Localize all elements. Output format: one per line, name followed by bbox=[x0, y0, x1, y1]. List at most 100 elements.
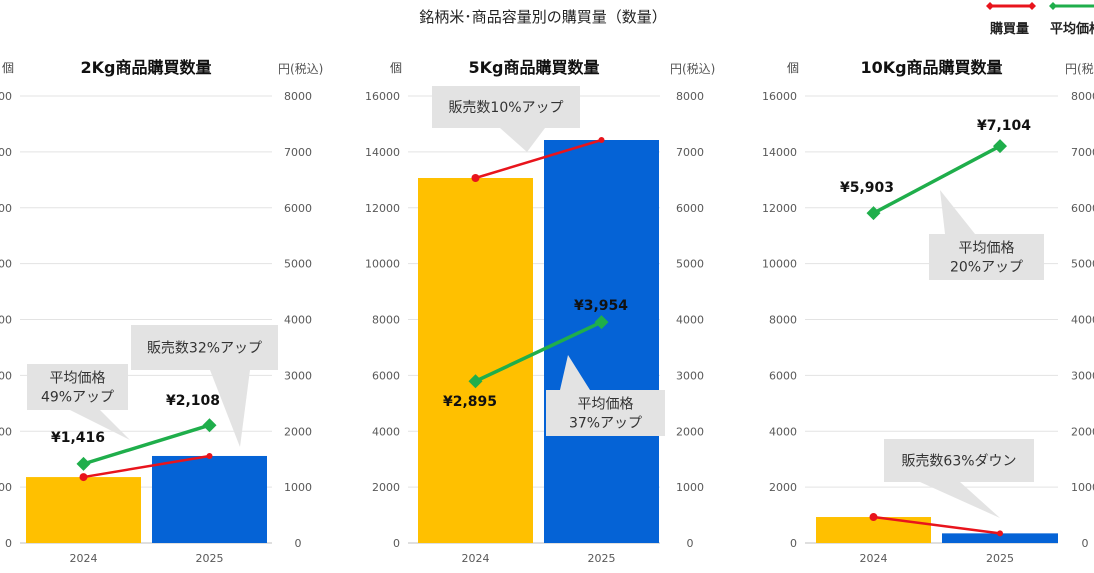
legend-label-price: 平均価格 bbox=[1050, 21, 1094, 37]
x-tick-label: 2025 bbox=[986, 552, 1014, 565]
price-data-label: ¥5,903 bbox=[840, 180, 894, 196]
right-axis-label: 円(税込) bbox=[1065, 62, 1094, 76]
price-point-2025 bbox=[993, 139, 1007, 154]
price-point-2024 bbox=[76, 456, 91, 471]
left-tick-label: 12000 bbox=[762, 202, 797, 215]
left-tick-label: 6000 bbox=[769, 369, 797, 382]
price-line bbox=[474, 320, 603, 383]
purchase-line bbox=[475, 138, 602, 180]
left-tick-label: 16000 bbox=[762, 90, 797, 103]
callout-tail bbox=[940, 190, 975, 234]
callout-text: 49%アップ bbox=[41, 390, 114, 406]
callout-box bbox=[884, 439, 1034, 482]
left-tick-label: 4000 bbox=[0, 425, 12, 438]
right-tick-label: 6000 bbox=[676, 202, 704, 215]
right-tick-label: 0 bbox=[295, 537, 302, 550]
purchase-line bbox=[83, 454, 210, 479]
right-tick-label: 1000 bbox=[1071, 481, 1094, 494]
left-tick-label: 16000 bbox=[365, 90, 400, 103]
purchase-point-2024 bbox=[79, 473, 88, 482]
callout-text: 平均価格 bbox=[578, 397, 634, 413]
legend-marker-purchase bbox=[986, 2, 994, 10]
right-tick-label: 5000 bbox=[284, 258, 312, 271]
left-tick-label: 0 bbox=[790, 537, 797, 550]
left-tick-label: 2000 bbox=[0, 481, 12, 494]
callout-text: 37%アップ bbox=[569, 416, 642, 432]
right-tick-label: 0 bbox=[1082, 537, 1089, 550]
right-tick-label: 2000 bbox=[676, 425, 704, 438]
panel-title: 5Kg商品購買数量 bbox=[469, 58, 600, 77]
left-tick-label: 0 bbox=[393, 537, 400, 550]
callout-box bbox=[27, 364, 128, 410]
right-tick-label: 4000 bbox=[1071, 314, 1094, 327]
left-tick-label: 4000 bbox=[372, 425, 400, 438]
left-axis-label: 個 bbox=[2, 61, 14, 75]
callout-text: 販売数63%ダウン bbox=[901, 454, 1016, 470]
left-tick-label: 12000 bbox=[0, 202, 12, 215]
x-tick-label: 2024 bbox=[462, 552, 490, 565]
right-tick-label: 6000 bbox=[1071, 202, 1094, 215]
left-tick-label: 2000 bbox=[769, 481, 797, 494]
left-tick-label: 0 bbox=[5, 537, 12, 550]
callout-tail bbox=[560, 355, 590, 390]
callout-tail bbox=[920, 482, 1000, 518]
left-tick-label: 8000 bbox=[769, 314, 797, 327]
price-line bbox=[872, 144, 1001, 215]
right-tick-label: 3000 bbox=[676, 369, 704, 382]
right-tick-label: 4000 bbox=[676, 314, 704, 327]
purchase-point-2024 bbox=[471, 173, 480, 182]
left-tick-label: 6000 bbox=[372, 369, 400, 382]
right-tick-label: 7000 bbox=[676, 146, 704, 159]
callout-text: 販売数32%アップ bbox=[147, 341, 262, 357]
left-tick-label: 16000 bbox=[0, 90, 12, 103]
left-tick-label: 14000 bbox=[0, 146, 12, 159]
legend-marker-purchase bbox=[1028, 2, 1036, 10]
right-axis-label: 円(税込) bbox=[278, 62, 323, 76]
purchase-point-2025 bbox=[206, 452, 213, 459]
price-point-2024 bbox=[468, 374, 483, 389]
callout-tail bbox=[70, 410, 130, 440]
right-tick-label: 5000 bbox=[676, 258, 704, 271]
callout-text: 平均価格 bbox=[959, 241, 1015, 257]
left-axis-label: 個 bbox=[787, 61, 799, 75]
callout-box bbox=[131, 325, 278, 370]
legend-marker-price bbox=[1049, 2, 1057, 10]
purchase-point-2025 bbox=[997, 530, 1003, 537]
bar-2025 bbox=[942, 533, 1058, 543]
price-data-label: ¥3,954 bbox=[574, 298, 628, 314]
right-tick-label: 0 bbox=[687, 537, 694, 550]
bar-2024 bbox=[418, 177, 533, 543]
callout-tail bbox=[210, 370, 250, 447]
left-tick-label: 10000 bbox=[365, 258, 400, 271]
legend-label-purchase: 購買量 bbox=[989, 21, 1029, 37]
right-tick-label: 8000 bbox=[676, 90, 704, 103]
callout-box bbox=[546, 390, 665, 436]
right-tick-label: 7000 bbox=[1071, 146, 1094, 159]
left-axis-label: 個 bbox=[390, 61, 402, 75]
price-line bbox=[82, 423, 211, 466]
price-point-2025 bbox=[594, 315, 609, 330]
x-tick-label: 2025 bbox=[588, 552, 616, 565]
right-tick-label: 8000 bbox=[1071, 90, 1094, 103]
left-tick-label: 6000 bbox=[0, 369, 12, 382]
right-tick-label: 3000 bbox=[284, 369, 312, 382]
x-tick-label: 2025 bbox=[196, 552, 224, 565]
callout-box bbox=[432, 86, 580, 128]
bar-2025 bbox=[152, 455, 267, 543]
right-tick-label: 2000 bbox=[1071, 425, 1094, 438]
right-tick-label: 2000 bbox=[284, 425, 312, 438]
right-tick-label: 8000 bbox=[284, 90, 312, 103]
chart-title: 銘柄米･商品容量別の購買量（数量） bbox=[419, 8, 667, 26]
right-tick-label: 5000 bbox=[1071, 258, 1094, 271]
left-tick-label: 8000 bbox=[0, 314, 12, 327]
purchase-point-2025 bbox=[598, 137, 605, 144]
purchase-line bbox=[873, 515, 1001, 535]
price-data-label: ¥2,895 bbox=[443, 394, 497, 410]
right-tick-label: 1000 bbox=[284, 481, 312, 494]
bar-2024 bbox=[26, 477, 141, 543]
left-tick-label: 4000 bbox=[769, 425, 797, 438]
price-data-label: ¥1,416 bbox=[51, 430, 105, 446]
price-point-2024 bbox=[866, 206, 881, 221]
callout-box bbox=[929, 234, 1044, 280]
